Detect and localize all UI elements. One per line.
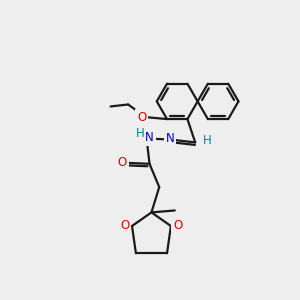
Text: O: O — [121, 218, 130, 232]
Text: H: H — [135, 127, 144, 140]
Text: N: N — [166, 132, 174, 145]
Text: O: O — [173, 218, 182, 232]
Text: N: N — [145, 131, 154, 144]
Text: O: O — [118, 156, 127, 169]
Text: O: O — [137, 111, 146, 124]
Text: H: H — [202, 134, 211, 147]
